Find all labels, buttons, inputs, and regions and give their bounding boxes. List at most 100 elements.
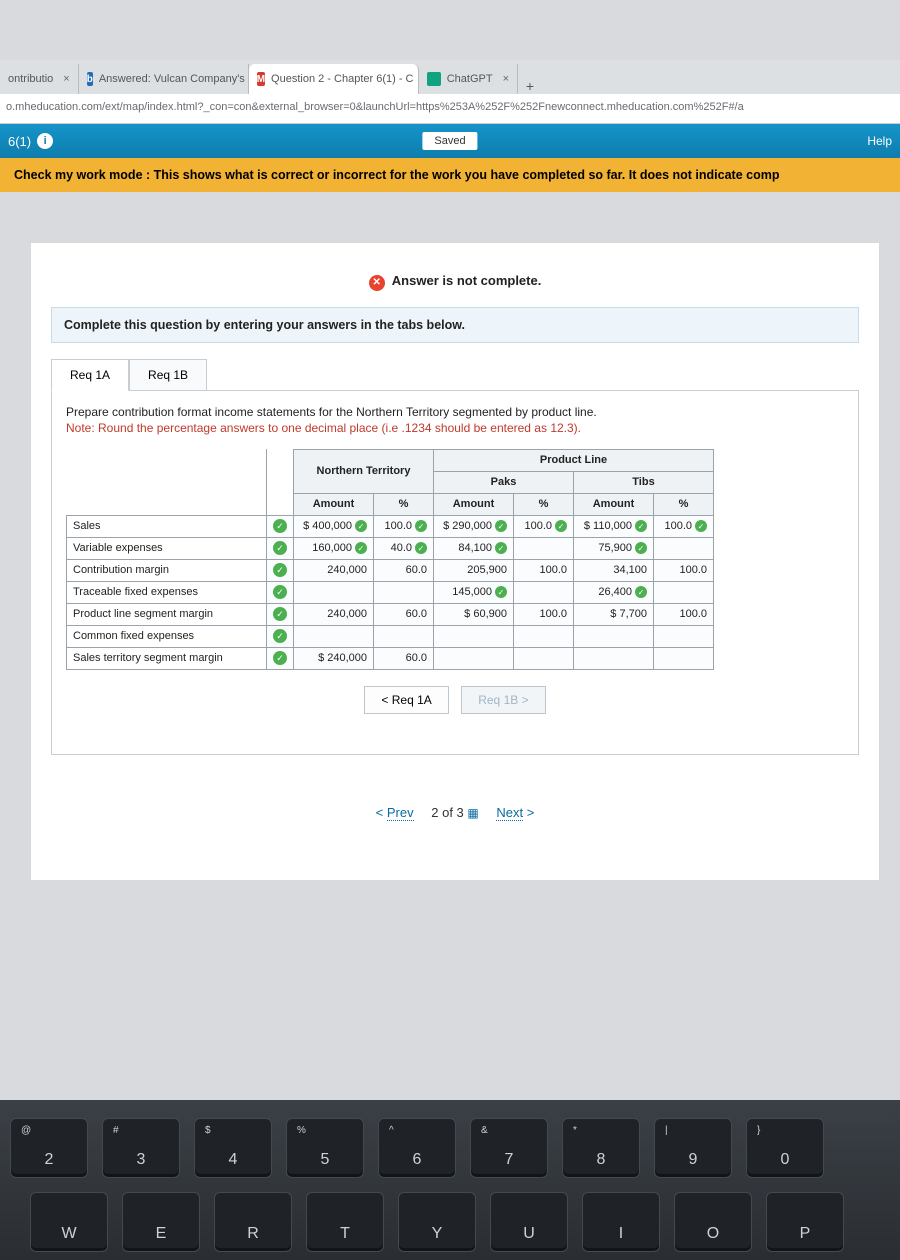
cell-input[interactable]: 75,900✓ <box>574 537 654 559</box>
row-label[interactable]: Variable expenses <box>67 537 267 559</box>
tab-req-1a[interactable]: Req 1A <box>51 359 129 391</box>
cell-input[interactable] <box>374 581 434 603</box>
col-amount: Amount <box>434 493 514 515</box>
row-check: ✓ <box>267 625 294 647</box>
cell-input[interactable]: 100.0 <box>514 559 574 581</box>
cell-input[interactable] <box>374 625 434 647</box>
cell-input[interactable]: $ 110,000✓ <box>574 515 654 537</box>
cell-input[interactable]: 100.0 <box>654 603 714 625</box>
cell-input[interactable] <box>514 625 574 647</box>
table-row: Product line segment margin ✓ 240,000 60… <box>67 603 714 625</box>
close-icon[interactable]: × <box>503 73 509 85</box>
address-bar[interactable]: o.mheducation.com/ext/map/index.html?_co… <box>0 94 900 124</box>
cell-input[interactable]: 84,100✓ <box>434 537 514 559</box>
col-amount: Amount <box>294 493 374 515</box>
next-req-button[interactable]: Req 1B > <box>461 686 545 714</box>
cell-input[interactable] <box>654 581 714 603</box>
cell-input[interactable]: 100.0 <box>654 559 714 581</box>
close-icon[interactable]: × <box>63 73 69 85</box>
cell-input[interactable]: $ 240,000 <box>294 647 374 669</box>
row-label[interactable]: Product line segment margin <box>67 603 267 625</box>
grid-icon[interactable]: ▦ <box>467 806 478 820</box>
table-row: Traceable fixed expenses ✓ 145,000✓ 26,4… <box>67 581 714 603</box>
prev-link[interactable]: Prev <box>387 805 414 821</box>
cell-input[interactable]: 60.0 <box>374 647 434 669</box>
cell-input[interactable]: 240,000 <box>294 559 374 581</box>
browser-tab[interactable]: ChatGPT × <box>419 64 518 94</box>
row-check: ✓ <box>267 581 294 603</box>
row-label[interactable]: Traceable fixed expenses <box>67 581 267 603</box>
question-pager: < Prev 2 of 3 ▦ Next > <box>31 805 879 820</box>
cell-input[interactable]: 145,000✓ <box>434 581 514 603</box>
help-link[interactable]: Help <box>867 134 892 148</box>
cell-input[interactable]: 26,400✓ <box>574 581 654 603</box>
cell-input[interactable]: 160,000✓ <box>294 537 374 559</box>
app-header: 6(1) i Saved Help <box>0 124 900 158</box>
info-icon[interactable]: i <box>37 133 53 149</box>
tab-title: Answered: Vulcan Company's <box>99 73 245 85</box>
row-label[interactable]: Sales territory segment margin <box>67 647 267 669</box>
cell-input[interactable] <box>514 537 574 559</box>
cell-input[interactable] <box>434 625 514 647</box>
cell-input[interactable] <box>574 647 654 669</box>
col-pct: % <box>514 493 574 515</box>
row-check: ✓ <box>267 537 294 559</box>
cell-input[interactable]: $ 60,900 <box>434 603 514 625</box>
tab-title: ontributio <box>8 73 53 85</box>
keyboard-key: E <box>122 1192 200 1252</box>
browser-tab[interactable]: b Answered: Vulcan Company's × <box>79 64 249 94</box>
error-icon: ✕ <box>369 275 385 291</box>
cell-input[interactable]: 60.0 <box>374 603 434 625</box>
cell-input[interactable]: $ 400,000✓ <box>294 515 374 537</box>
browser-tab[interactable]: ontributio × <box>0 64 79 94</box>
next-link[interactable]: Next <box>496 805 523 821</box>
table-row: Sales ✓ $ 400,000✓ 100.0✓ $ 290,000✓ 100… <box>67 515 714 537</box>
cell-input[interactable]: $ 7,700 <box>574 603 654 625</box>
cell-input[interactable]: 240,000 <box>294 603 374 625</box>
cell-input[interactable] <box>514 581 574 603</box>
keyboard-key: R <box>214 1192 292 1252</box>
cell-input[interactable]: 100.0✓ <box>654 515 714 537</box>
cell-input[interactable]: 100.0✓ <box>514 515 574 537</box>
cell-input[interactable] <box>574 625 654 647</box>
cell-input[interactable]: $ 290,000✓ <box>434 515 514 537</box>
cell-input[interactable]: 100.0✓ <box>374 515 434 537</box>
keyboard-key: P <box>766 1192 844 1252</box>
row-label[interactable]: Sales <box>67 515 267 537</box>
favicon-icon <box>427 72 441 86</box>
saved-indicator: Saved <box>422 132 477 150</box>
status-text: Answer is not complete. <box>392 273 542 288</box>
chevron-left-icon[interactable]: < <box>376 805 384 820</box>
cell-input[interactable]: 205,900 <box>434 559 514 581</box>
answer-status: ✕ Answer is not complete. <box>31 243 879 307</box>
cell-input[interactable] <box>294 625 374 647</box>
cell-input[interactable]: 100.0 <box>514 603 574 625</box>
col-nt: Northern Territory <box>294 449 434 493</box>
chevron-right-icon[interactable]: > <box>527 805 535 820</box>
col-amount: Amount <box>574 493 654 515</box>
row-label[interactable]: Common fixed expenses <box>67 625 267 647</box>
cell-input[interactable] <box>294 581 374 603</box>
income-statement-table: Northern Territory Product Line Paks Tib… <box>66 449 714 670</box>
cell-input[interactable] <box>654 647 714 669</box>
tab-panel: Prepare contribution format income state… <box>51 390 859 755</box>
cell-input[interactable]: 34,100 <box>574 559 654 581</box>
row-label[interactable]: Contribution margin <box>67 559 267 581</box>
question-text: Prepare contribution format income state… <box>66 405 844 419</box>
cell-input[interactable]: 60.0 <box>374 559 434 581</box>
prev-req-button[interactable]: < Req 1A <box>364 686 448 714</box>
col-pct: % <box>654 493 714 515</box>
keyboard-key: O <box>674 1192 752 1252</box>
cell-input[interactable] <box>434 647 514 669</box>
keyboard-key: Y <box>398 1192 476 1252</box>
cell-input[interactable] <box>514 647 574 669</box>
tab-req-1b[interactable]: Req 1B <box>129 359 207 391</box>
browser-tab-active[interactable]: M Question 2 - Chapter 6(1) - C × <box>249 64 419 94</box>
cell-input[interactable] <box>654 537 714 559</box>
cell-input[interactable]: 40.0✓ <box>374 537 434 559</box>
cell-input[interactable] <box>654 625 714 647</box>
keyboard-key: #3 <box>102 1118 180 1178</box>
table-row: Sales territory segment margin ✓ $ 240,0… <box>67 647 714 669</box>
new-tab-button[interactable]: + <box>518 78 542 94</box>
keyboard-key: T <box>306 1192 384 1252</box>
